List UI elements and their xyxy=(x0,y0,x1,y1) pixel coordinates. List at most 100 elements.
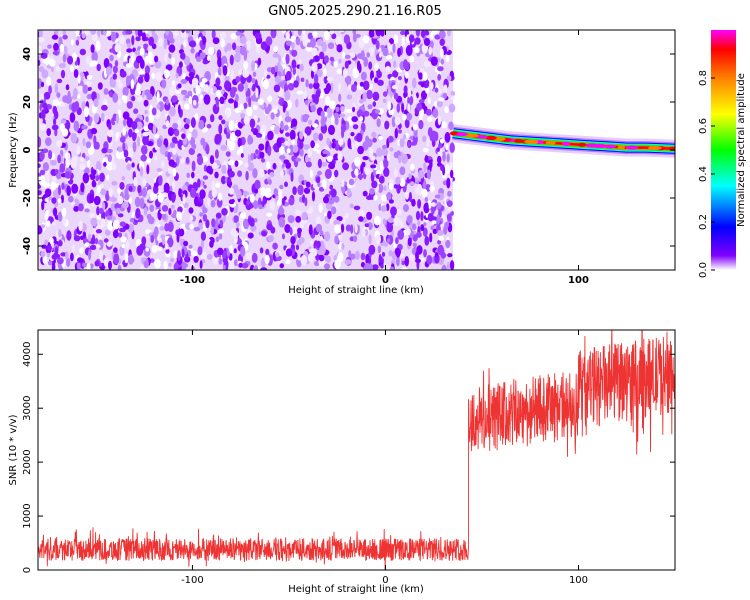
noise-blob xyxy=(416,102,423,111)
noise-blob xyxy=(171,193,176,203)
noise-blob xyxy=(211,218,216,228)
noise-blob xyxy=(126,163,132,171)
noise-blob xyxy=(172,122,179,129)
noise-blob xyxy=(42,162,50,172)
noise-blob xyxy=(79,163,86,171)
noise-blob xyxy=(191,160,196,172)
noise-blob xyxy=(399,166,406,176)
noise-blob xyxy=(324,231,331,242)
noise-blob xyxy=(307,32,314,40)
noise-blob xyxy=(168,44,176,53)
noise-blob xyxy=(405,191,409,200)
noise-blob xyxy=(401,260,406,266)
noise-blob xyxy=(146,164,150,175)
noise-blob xyxy=(81,32,86,39)
noise-blob xyxy=(360,71,367,81)
noise-blob xyxy=(252,200,259,210)
noise-blob xyxy=(260,41,268,51)
noise-blob xyxy=(251,60,255,72)
noise-blob xyxy=(445,239,451,249)
noise-blob xyxy=(237,170,243,177)
noise-blob xyxy=(131,121,138,130)
noise-blob xyxy=(210,114,215,123)
noise-blob xyxy=(82,172,90,184)
noise-blob xyxy=(52,189,59,198)
noise-blob xyxy=(93,195,101,206)
noise-blob xyxy=(70,65,74,73)
noise-blob xyxy=(438,235,444,241)
noise-blob xyxy=(91,33,99,42)
noise-blob xyxy=(107,220,114,231)
noise-blob xyxy=(139,197,145,209)
signal-hotspot xyxy=(467,133,479,138)
noise-blob xyxy=(262,131,266,139)
noise-blob xyxy=(395,237,399,245)
noise-blob xyxy=(323,263,331,270)
noise-blob xyxy=(107,154,113,163)
colorbar-tick-label: 0.8 xyxy=(698,70,709,86)
colorbar-tick-label: 0.6 xyxy=(698,118,709,134)
noise-blob xyxy=(54,110,59,120)
signal-hotspot xyxy=(485,135,497,140)
noise-blob xyxy=(146,213,152,220)
noise-blob xyxy=(128,196,132,204)
noise-blob xyxy=(264,191,272,198)
noise-blob xyxy=(221,164,227,174)
noise-blob xyxy=(118,146,123,153)
noise-blob xyxy=(285,40,292,46)
spectrogram-y-label: Frequency (Hz) xyxy=(8,112,19,188)
noise-blob xyxy=(53,42,59,51)
noise-blob xyxy=(188,147,195,156)
noise-blob xyxy=(285,53,290,65)
noise-blob xyxy=(263,78,269,89)
noise-blob xyxy=(119,245,125,256)
x-tick-label: -100 xyxy=(180,275,205,286)
noise-blob xyxy=(165,30,170,36)
noise-blob xyxy=(426,254,433,265)
noise-blob xyxy=(246,106,253,117)
noise-blob xyxy=(442,151,446,162)
noise-blob xyxy=(137,30,143,37)
noise-blob xyxy=(397,229,405,240)
noise-blob xyxy=(380,194,387,202)
noise-blob xyxy=(45,173,50,184)
noise-blob xyxy=(265,36,273,46)
noise-blob xyxy=(60,194,64,204)
noise-blob xyxy=(86,93,93,100)
noise-blob xyxy=(240,246,246,257)
noise-blob xyxy=(199,94,204,100)
noise-blob xyxy=(416,231,422,238)
noise-blob xyxy=(295,157,302,162)
noise-blob xyxy=(288,197,295,206)
noise-blob xyxy=(381,148,389,156)
noise-blob xyxy=(214,171,219,179)
noise-blob xyxy=(106,240,113,247)
noise-blob xyxy=(233,215,239,224)
noise-blob xyxy=(310,140,315,149)
noise-blob xyxy=(295,209,302,216)
noise-blob xyxy=(50,181,57,191)
noise-blob xyxy=(354,250,360,260)
noise-blob xyxy=(417,183,422,193)
noise-blob xyxy=(311,47,318,56)
noise-blob xyxy=(83,167,90,175)
noise-blob xyxy=(89,194,94,204)
noise-blob xyxy=(86,262,91,270)
noise-blob xyxy=(290,236,296,245)
noise-blob xyxy=(411,223,417,230)
noise-blob xyxy=(284,140,289,146)
noise-blob xyxy=(323,30,331,41)
noise-blob xyxy=(109,54,114,62)
y-tick-label: 0 xyxy=(22,567,33,573)
noise-blob xyxy=(167,221,174,233)
noise-blob xyxy=(189,215,194,222)
noise-blob xyxy=(54,253,61,259)
noise-blob xyxy=(403,91,408,99)
noise-blob xyxy=(240,153,244,158)
y-tick-label: 1000 xyxy=(22,503,33,528)
noise-blob xyxy=(346,188,351,199)
noise-blob xyxy=(232,42,237,51)
noise-blob xyxy=(336,44,343,53)
noise-blob xyxy=(348,250,352,258)
noise-blob xyxy=(237,137,242,148)
